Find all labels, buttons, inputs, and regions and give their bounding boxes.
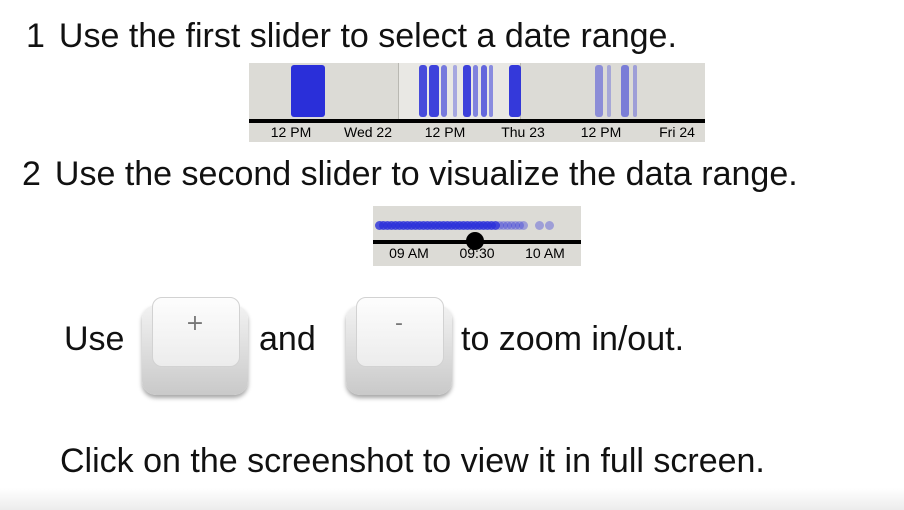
date-tick-label: 12 PM: [580, 124, 622, 140]
step-1-text: Use the first slider to select a date ra…: [58, 17, 677, 55]
date-density-bar: [633, 65, 637, 117]
minus-key-top: [356, 297, 444, 367]
plus-key-icon[interactable]: +: [142, 297, 248, 397]
date-density-bar: [463, 65, 471, 117]
minus-glyph: -: [395, 311, 403, 336]
plus-key-top: [152, 297, 240, 367]
fullscreen-hint: Click on the screenshot to view it in fu…: [60, 442, 765, 480]
date-density-bar: [419, 65, 427, 117]
date-tick-label: 12 PM: [424, 124, 466, 140]
date-density-bar: [441, 65, 447, 117]
data-point: [507, 221, 516, 230]
data-range-slider-handle[interactable]: [466, 232, 484, 250]
data-range-slider[interactable]: 09 AM 09:30 10 AM: [373, 206, 581, 266]
zoom-and-label: and: [259, 320, 316, 358]
data-point: [495, 221, 504, 230]
data-point: [511, 221, 520, 230]
date-tick-label: Wed 22: [344, 124, 392, 140]
data-point: [491, 221, 500, 230]
zoom-suffix-label: to zoom in/out.: [461, 320, 685, 358]
date-range-axis: 12 PM Wed 22 12 PM Thu 23 12 PM Fri 24: [249, 123, 705, 142]
time-tick-label: 10 AM: [525, 245, 565, 261]
date-density-bar: [429, 65, 439, 117]
date-density-bar: [291, 65, 325, 117]
bottom-fade: [0, 488, 904, 510]
step-2-number: 2: [22, 155, 41, 193]
date-density-bar: [453, 65, 457, 117]
date-range-selection-window[interactable]: [398, 63, 521, 119]
date-range-axis-line: [249, 119, 705, 123]
date-density-bar: [481, 65, 487, 117]
date-density-bar: [607, 65, 611, 117]
date-density-bar: [595, 65, 603, 117]
data-point: [545, 221, 554, 230]
date-density-bar: [489, 65, 493, 117]
plus-glyph: +: [185, 311, 205, 336]
date-range-slider[interactable]: 12 PM Wed 22 12 PM Thu 23 12 PM Fri 24: [249, 63, 705, 142]
date-density-bar: [473, 65, 478, 117]
data-range-axis: 09 AM 09:30 10 AM: [373, 244, 581, 266]
date-tick-label: Fri 24: [659, 124, 695, 140]
date-tick-label: Thu 23: [501, 124, 545, 140]
data-point: [499, 221, 508, 230]
step-2-text: Use the second slider to visualize the d…: [54, 155, 798, 193]
time-tick-label: 09 AM: [389, 245, 429, 261]
date-density-bar: [509, 65, 521, 117]
data-point: [535, 221, 544, 230]
data-point: [503, 221, 512, 230]
step-2-instruction: 2 Use the second slider to visualize the …: [22, 154, 798, 194]
data-point: [515, 221, 524, 230]
step-1-number: 1: [26, 17, 45, 55]
date-density-bar: [621, 65, 629, 117]
time-tick-label: 09:30: [459, 245, 495, 261]
zoom-use-label: Use: [64, 320, 125, 358]
step-1-instruction: 1 Use the first slider to select a date r…: [26, 16, 677, 56]
date-tick-label: 12 PM: [270, 124, 312, 140]
data-point: [519, 221, 528, 230]
minus-key-icon[interactable]: -: [346, 297, 452, 397]
